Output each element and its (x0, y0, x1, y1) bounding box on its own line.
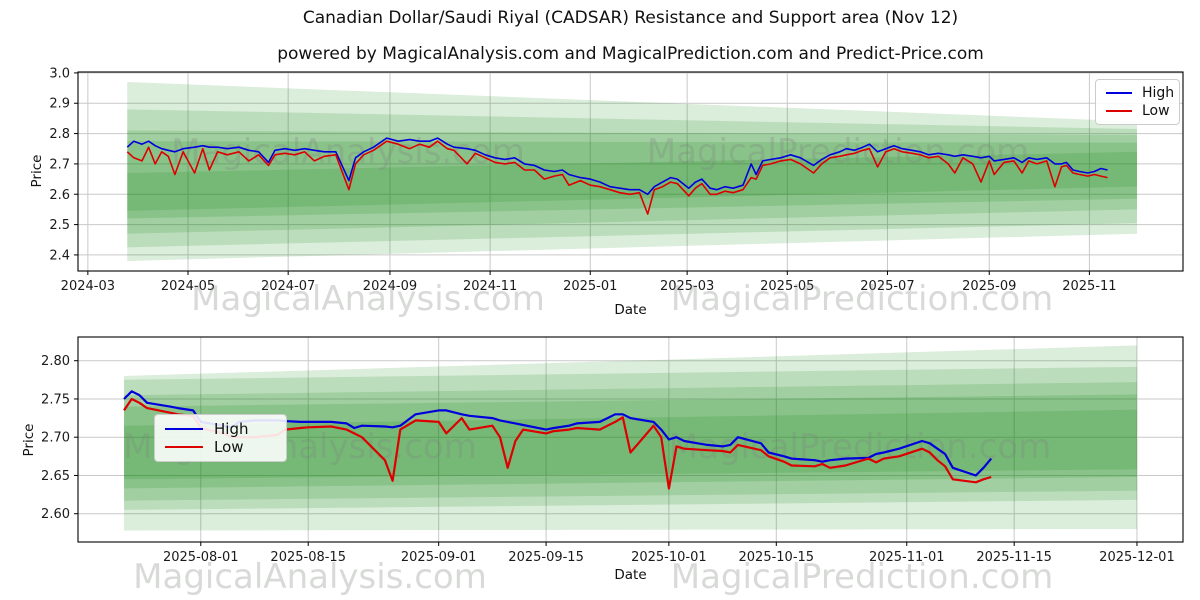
watermark-text: MagicalAnalysis.com (133, 557, 487, 597)
watermark-text: MagicalPrediction.com (671, 279, 1054, 319)
support-resistance-band (127, 82, 1138, 261)
x-tick-label: 2024-09 (363, 279, 417, 294)
high-series-line (126, 137, 1108, 196)
support-resistance-band (124, 345, 1137, 531)
y-tick-label: 2.5 (49, 218, 70, 233)
x-tick-label: 2025-01 (563, 279, 617, 294)
x-tick-label: 2025-10-15 (739, 550, 815, 565)
x-tick-label: 2024-07 (261, 279, 315, 294)
y-tick-label: 2.75 (41, 392, 70, 407)
high-line-swatch (1106, 92, 1132, 95)
x-tick-label: 2025-11-01 (869, 550, 945, 565)
y-tick-label: 2.7 (49, 157, 70, 172)
watermark-text: MagicalAnalysis.com (171, 132, 525, 172)
bottom-chart-legend: High Low (154, 414, 287, 462)
x-tick-label: 2025-10-01 (631, 550, 707, 565)
top-chart-xlabel: Date (614, 302, 647, 318)
low-line-swatch (165, 446, 203, 449)
x-tick-label: 2025-12-01 (1099, 550, 1175, 565)
y-tick-label: 2.4 (49, 248, 70, 263)
x-tick-label: 2025-09-01 (401, 550, 477, 565)
legend-item-high: High (1106, 85, 1174, 101)
x-tick-label: 2025-08-01 (163, 550, 239, 565)
x-tick-label: 2025-03 (660, 279, 714, 294)
y-tick-label: 2.8 (49, 127, 70, 142)
support-resistance-band (124, 394, 1137, 489)
legend-label-low: Low (214, 438, 244, 457)
watermark-text: MagicalPrediction.com (671, 557, 1054, 597)
y-tick-label: 2.9 (49, 97, 70, 112)
top-chart-legend: High Low (1095, 79, 1180, 125)
legend-item-low: Low (1106, 102, 1170, 119)
x-tick-label: 2025-11-15 (976, 550, 1052, 565)
support-resistance-band (124, 366, 1137, 510)
legend-item-high: High (165, 420, 276, 438)
legend-label-high: High (1142, 85, 1175, 102)
x-tick-label: 2025-08-15 (270, 550, 346, 565)
figure-subtitle: powered by MagicalAnalysis.com and Magic… (277, 44, 984, 64)
support-resistance-band (124, 382, 1137, 501)
y-tick-label: 3.0 (49, 66, 70, 81)
x-tick-label: 2024-11 (463, 279, 517, 294)
x-tick-label: 2025-07 (860, 279, 914, 294)
x-tick-label: 2025-11 (1062, 279, 1116, 294)
watermark-text: MagicalAnalysis.com (191, 279, 545, 319)
legend-label-high: High (214, 419, 249, 438)
top-chart-ylabel: Price (29, 154, 45, 188)
x-tick-label: 2025-09-15 (508, 550, 584, 565)
figure-title: Canadian Dollar/Saudi Riyal (CADSAR) Res… (302, 8, 959, 28)
x-tick-label: 2025-09 (962, 279, 1016, 294)
y-tick-label: 2.80 (41, 354, 70, 369)
axes-spine (77, 336, 1184, 543)
axes-spine (77, 71, 1184, 272)
bottom-chart-ylabel: Price (21, 423, 37, 457)
x-tick-label: 2025-05 (760, 279, 814, 294)
y-tick-label: 2.70 (41, 431, 70, 446)
y-tick-label: 2.60 (41, 507, 70, 522)
low-line-swatch (1106, 109, 1132, 112)
x-tick-label: 2024-05 (161, 279, 215, 294)
bottom-chart-xlabel: Date (614, 567, 647, 583)
support-resistance-band (127, 141, 1138, 219)
y-tick-label: 2.6 (49, 188, 70, 203)
low-series-line (126, 140, 1108, 215)
legend-label-low: Low (1142, 102, 1170, 119)
high-line-swatch (165, 427, 203, 430)
support-resistance-band (127, 151, 1138, 211)
y-tick-label: 2.65 (41, 469, 70, 484)
support-resistance-band (127, 130, 1138, 234)
legend-item-low: Low (165, 438, 276, 456)
x-tick-label: 2024-03 (61, 279, 115, 294)
